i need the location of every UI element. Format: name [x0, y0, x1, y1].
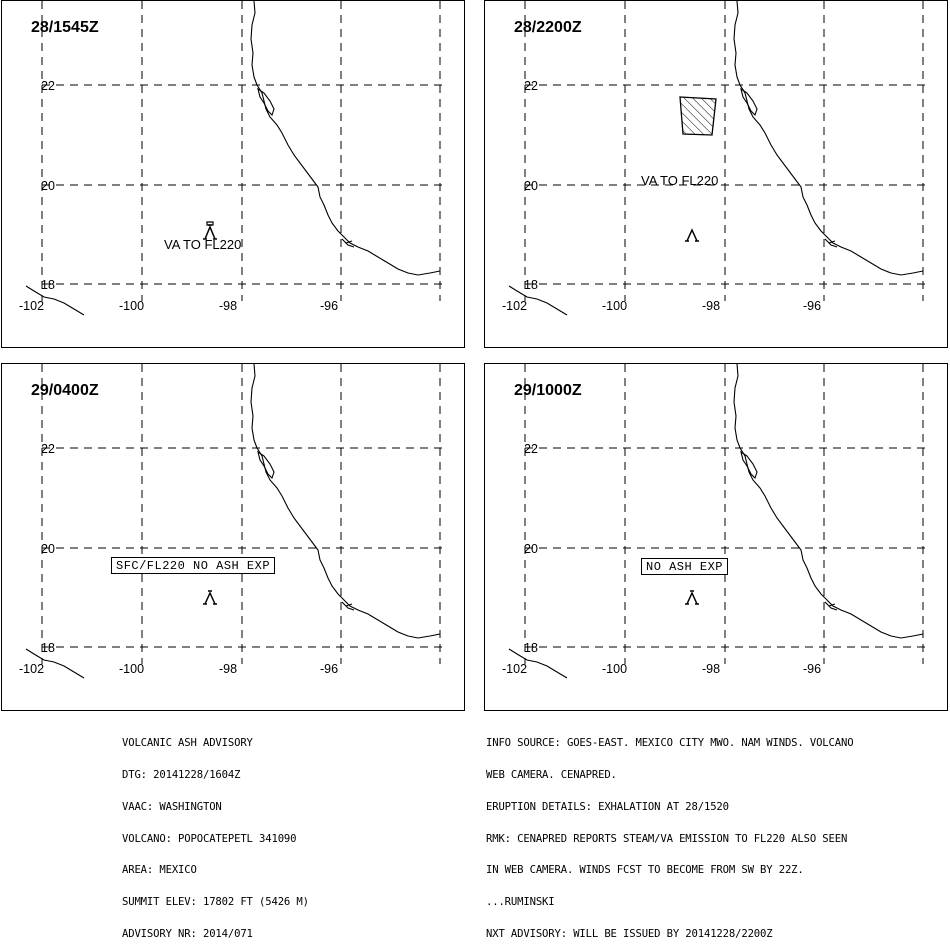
- coastline-segment: [257, 450, 275, 480]
- latitude-label: 18: [524, 278, 538, 292]
- panel-time: 29/0400Z: [31, 382, 99, 399]
- longitude-label: -102: [19, 299, 44, 313]
- advisory-line: IN WEB CAMERA. WINDS FCST TO BECOME FROM…: [486, 864, 804, 877]
- ash-cloud-polygon: [679, 96, 717, 136]
- longitude-label: -102: [502, 662, 527, 676]
- map-canvas: 22 20 18 -102 -100 -98 -96 VA TO FL220: [502, 1, 925, 316]
- advisory-line: ERUPTION DETAILS: EXHALATION AT 28/1520: [486, 800, 729, 813]
- volcano-icon: [203, 221, 217, 240]
- longitude-label: -96: [803, 299, 821, 313]
- advisory-line: DTG: 20141228/1604Z: [122, 768, 241, 781]
- forecast-panel-2: 22 20 18 -102 -100 -98 -96 VA TO FL220 28/2200…: [484, 0, 948, 348]
- advisory-line: RMK: CENAPRED REPORTS STEAM/VA EMISSION …: [486, 832, 848, 845]
- latitude-label: 22: [524, 442, 538, 456]
- grid-lines: [41, 1, 442, 301]
- latitude-label: 22: [41, 79, 55, 93]
- longitude-label: -100: [119, 299, 144, 313]
- latitude-label: 20: [524, 542, 538, 556]
- latitude-label: 18: [41, 641, 55, 655]
- longitude-label: -98: [219, 662, 237, 676]
- coastline-segment: [508, 648, 568, 679]
- advisory-line: SUMMIT ELEV: 17802 FT (5426 M): [122, 896, 309, 909]
- no-ash-label: SFC/FL220 NO ASH EXP: [111, 557, 276, 574]
- coastline: [25, 364, 441, 679]
- longitude-label: -102: [19, 662, 44, 676]
- volcano-icon: [685, 228, 699, 242]
- coastline-segment: [740, 450, 758, 480]
- panel-time: 28/2200Z: [514, 19, 582, 36]
- coastline-segment: [824, 601, 838, 611]
- panel-time: 28/1545Z: [31, 19, 99, 36]
- volcano-icon: [203, 590, 217, 605]
- latitude-label: 18: [524, 641, 538, 655]
- longitude-label: -100: [602, 299, 627, 313]
- advisory-line: INFO SOURCE: GOES-EAST. MEXICO CITY MWO.…: [486, 737, 854, 750]
- longitude-label: -96: [320, 662, 338, 676]
- forecast-panel-3: 22 20 18 -102 -100 -98 -96 29/0400Z SFC/FL220 …: [1, 363, 465, 711]
- longitude-label: -100: [119, 662, 144, 676]
- advisory-line: ADVISORY NR: 2014/071: [122, 927, 253, 940]
- coordinate-labels: 22 20 18 -102 -100 -98 -96: [502, 442, 821, 676]
- panel-time: 29/1000Z: [514, 382, 582, 399]
- advisory-line: VOLCANIC ASH ADVISORY: [122, 737, 253, 750]
- coastline-segment: [25, 648, 85, 679]
- coastline-segment: [25, 285, 85, 316]
- coordinate-labels: 22 20 18 -102 -100 -98 -96: [502, 79, 821, 313]
- coastline-segment: [341, 601, 355, 611]
- latitude-label: 20: [41, 542, 55, 556]
- forecast-panel-4: 22 20 18 -102 -100 -98 -96 29/1000Z NO ASH EXP: [484, 363, 948, 711]
- map-canvas: 22 20 18 -102 -100 -98 -96: [19, 364, 442, 679]
- latitude-label: 20: [524, 179, 538, 193]
- coastline-segment: [733, 364, 924, 639]
- coastline: [25, 1, 441, 316]
- latitude-label: 22: [524, 79, 538, 93]
- advisory-details: INFO SOURCE: GOES-EAST. MEXICO CITY MWO.…: [486, 717, 854, 950]
- coastline-segment: [824, 238, 838, 248]
- coastline: [508, 1, 924, 316]
- grid-lines: [524, 364, 925, 664]
- coastline-segment: [250, 364, 441, 639]
- longitude-label: -96: [320, 299, 338, 313]
- latitude-label: 22: [41, 442, 55, 456]
- coastline-segment: [740, 87, 758, 117]
- advisory-line: NXT ADVISORY: WILL BE ISSUED BY 20141228…: [486, 927, 773, 940]
- volcano-icon: [685, 590, 699, 605]
- longitude-label: -98: [219, 299, 237, 313]
- map-canvas: 22 20 18 -102 -100 -98 -96 VA TO FL220: [19, 1, 442, 316]
- ash-annotation: VA TO FL220: [641, 173, 718, 188]
- latitude-label: 18: [41, 278, 55, 292]
- advisory-line: ...RUMINSKI: [486, 896, 555, 909]
- coastline: [508, 364, 924, 679]
- no-ash-label: NO ASH EXP: [641, 558, 729, 575]
- longitude-label: -100: [602, 662, 627, 676]
- advisory-line: AREA: MEXICO: [122, 864, 197, 877]
- coastline-segment: [250, 1, 441, 276]
- map-canvas: 22 20 18 -102 -100 -98 -96: [502, 364, 925, 679]
- coastline-segment: [257, 87, 275, 117]
- advisory-header: VOLCANIC ASH ADVISORY DTG: 20141228/1604…: [122, 717, 309, 950]
- advisory-line: VAAC: WASHINGTON: [122, 800, 222, 813]
- longitude-label: -98: [702, 299, 720, 313]
- grid-lines: [41, 364, 442, 664]
- coordinate-labels: 22 20 18 -102 -100 -98 -96: [19, 442, 338, 676]
- longitude-label: -102: [502, 299, 527, 313]
- ash-annotation: VA TO FL220: [164, 237, 241, 252]
- latitude-label: 20: [41, 179, 55, 193]
- longitude-label: -98: [702, 662, 720, 676]
- coastline-segment: [733, 1, 924, 276]
- grid-lines: [524, 1, 925, 301]
- coastline-segment: [341, 238, 355, 248]
- forecast-panel-1: 22 20 18 -102 -100 -98 -96 VA TO FL220 28/1545…: [1, 0, 465, 348]
- advisory-line: VOLCANO: POPOCATEPETL 341090: [122, 832, 297, 845]
- advisory-line: WEB CAMERA. CENAPRED.: [486, 768, 617, 781]
- longitude-label: -96: [803, 662, 821, 676]
- coastline-segment: [508, 285, 568, 316]
- coordinate-labels: 22 20 18 -102 -100 -98 -96: [19, 79, 338, 313]
